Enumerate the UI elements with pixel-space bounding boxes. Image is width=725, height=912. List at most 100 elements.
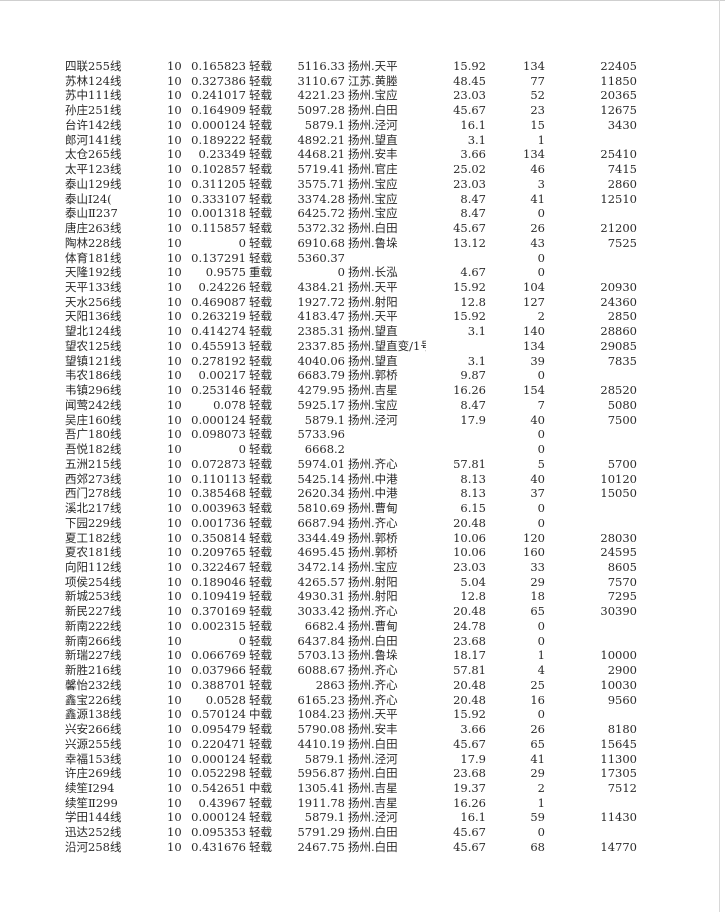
load-status-cell: 轻载 (249, 397, 272, 412)
substation-cell: 扬州.宝应 (348, 191, 398, 206)
load-ratio-cell: 0.0528 (205, 692, 246, 707)
table-row: 泰山129线 10 0.311205 轻载 3575.71 扬州.宝应 23.03 3 2860 (0, 177, 725, 192)
table-row: 闻莺242线 10 0.078 轻载 5925.17 扬州.宝应 8.47 7 5080 (0, 398, 725, 413)
capacity-cell: 20365 (600, 88, 637, 103)
value-cell: 5790.08 (297, 722, 345, 737)
value-cell: 2337.85 (297, 338, 345, 353)
voltage-cell: 10 (167, 324, 182, 339)
voltage-cell: 10 (167, 839, 182, 854)
line-name-cell: 韦镇296线 (65, 383, 122, 398)
table-row: 泰山Ⅱ237 10 0.001318 轻载 6425.72 扬州.宝应 8.47 0 (0, 206, 725, 221)
line-name-cell: 泰山Ⅱ237 (65, 206, 118, 221)
substation-cell: 扬州.望直 (348, 324, 398, 339)
count-cell: 1 (537, 132, 545, 147)
line-name-cell: 新南222线 (65, 618, 122, 633)
count-cell: 134 (523, 338, 545, 353)
voltage-cell: 10 (167, 309, 182, 324)
load-status-cell: 轻载 (249, 353, 272, 368)
line-name-cell: 迅达252线 (65, 825, 122, 840)
value-cell: 5879.1 (304, 117, 345, 132)
load-ratio-cell: 0.098073 (191, 427, 246, 442)
distance-cell: 15.92 (453, 59, 486, 73)
table-row: 孙庄251线 10 0.164909 轻载 5097.28 扬州.白田 45.67 23 126… (0, 103, 725, 118)
substation-cell: 扬州.宝应 (348, 559, 398, 574)
capacity-cell: 15050 (600, 486, 637, 501)
load-status-cell: 轻载 (249, 559, 272, 574)
substation-cell: 扬州.射阳 (348, 294, 398, 309)
value-cell: 3472.14 (297, 559, 345, 574)
line-name-cell: 续笙Ⅱ299 (65, 795, 118, 810)
load-ratio-cell: 0.164909 (191, 103, 246, 118)
count-cell: 0 (537, 250, 545, 265)
load-ratio-cell: 0.052298 (191, 766, 246, 781)
line-name-cell: 项侯254线 (65, 574, 122, 589)
load-ratio-cell: 0.322467 (191, 559, 246, 574)
substation-cell: 扬州.泾河 (348, 412, 398, 427)
load-status-cell: 轻载 (249, 471, 272, 486)
table-row: 项侯254线 10 0.189046 轻载 4265.57 扬州.射阳 5.04 29 7570 (0, 575, 725, 590)
page-right-border (719, 0, 720, 912)
value-cell: 5925.17 (297, 397, 345, 412)
distance-cell: 19.37 (453, 780, 486, 795)
load-ratio-cell: 0.165823 (191, 59, 246, 73)
table-row: 新南222线 10 0.002315 轻载 6682.4 扬州.曹甸 24.78 0 (0, 619, 725, 634)
distance-cell: 23.68 (453, 633, 486, 648)
count-cell: 39 (530, 353, 545, 368)
voltage-cell: 10 (167, 692, 182, 707)
count-cell: 5 (537, 456, 545, 471)
substation-cell: 扬州.郭桥 (348, 545, 398, 560)
count-cell: 29 (530, 574, 545, 589)
value-cell: 5372.32 (297, 221, 345, 236)
table-row: 韦镇296线 10 0.253146 轻载 4279.95 扬州.吉星 16.26 154 28… (0, 383, 725, 398)
load-status-cell: 轻载 (249, 103, 272, 118)
value-cell: 6682.4 (304, 618, 345, 633)
voltage-cell: 10 (167, 59, 182, 73)
table-row: 台许142线 10 0.000124 轻载 5879.1 扬州.泾河 16.1 15 3430 (0, 118, 725, 133)
count-cell: 1 (537, 795, 545, 810)
load-ratio-cell: 0.220471 (191, 736, 246, 751)
count-cell: 15 (530, 117, 545, 132)
count-cell: 41 (530, 751, 545, 766)
line-name-cell: 幸福153线 (65, 751, 122, 766)
voltage-cell: 10 (167, 442, 182, 457)
load-ratio-cell: 0.431676 (191, 839, 246, 854)
capacity-cell: 24595 (600, 545, 637, 560)
count-cell: 77 (530, 73, 545, 88)
voltage-cell: 10 (167, 250, 182, 265)
count-cell: 29 (530, 766, 545, 781)
table-row: 天隆192线 10 0.9575 重载 0 扬州.长泓 4.67 0 (0, 265, 725, 280)
load-ratio-cell: 0 (238, 235, 246, 250)
voltage-cell: 10 (167, 648, 182, 663)
substation-cell: 扬州.中港 (348, 486, 398, 501)
line-name-cell: 五洲215线 (65, 456, 122, 471)
capacity-cell: 21200 (600, 221, 637, 236)
load-ratio-cell: 0.001736 (191, 515, 246, 530)
table-row: 天阳136线 10 0.263219 轻载 4183.47 扬州.天平 15.92 2 2850 (0, 309, 725, 324)
table-row: 新南266线 10 0 轻载 6437.84 扬州.白田 23.68 0 (0, 634, 725, 649)
distance-cell: 16.1 (460, 810, 486, 825)
load-ratio-cell: 0.388701 (191, 677, 246, 692)
count-cell: 154 (523, 383, 545, 398)
load-ratio-cell: 0.24226 (198, 280, 246, 295)
count-cell: 7 (537, 397, 545, 412)
distance-cell: 8.47 (460, 191, 486, 206)
load-status-cell: 轻载 (249, 338, 272, 353)
load-status-cell: 中载 (249, 780, 272, 795)
line-name-cell: 下园229线 (65, 515, 122, 530)
count-cell: 43 (530, 235, 545, 250)
line-name-cell: 苏林124线 (65, 73, 122, 88)
load-status-cell: 轻载 (249, 530, 272, 545)
load-ratio-cell: 0 (238, 633, 246, 648)
count-cell: 40 (530, 412, 545, 427)
load-status-cell: 轻载 (249, 515, 272, 530)
capacity-cell: 5700 (607, 456, 637, 471)
load-ratio-cell: 0.455913 (191, 338, 246, 353)
capacity-cell: 8180 (607, 722, 637, 737)
substation-cell: 扬州.安丰 (348, 722, 398, 737)
distance-cell: 8.13 (460, 486, 486, 501)
distance-cell: 16.26 (453, 795, 486, 810)
value-cell: 0 (337, 265, 345, 280)
count-cell: 23 (530, 103, 545, 118)
table-row: 许庄269线 10 0.052298 轻载 5956.87 扬州.白田 23.68 29 173… (0, 766, 725, 781)
substation-cell: 扬州.长泓 (348, 265, 398, 280)
